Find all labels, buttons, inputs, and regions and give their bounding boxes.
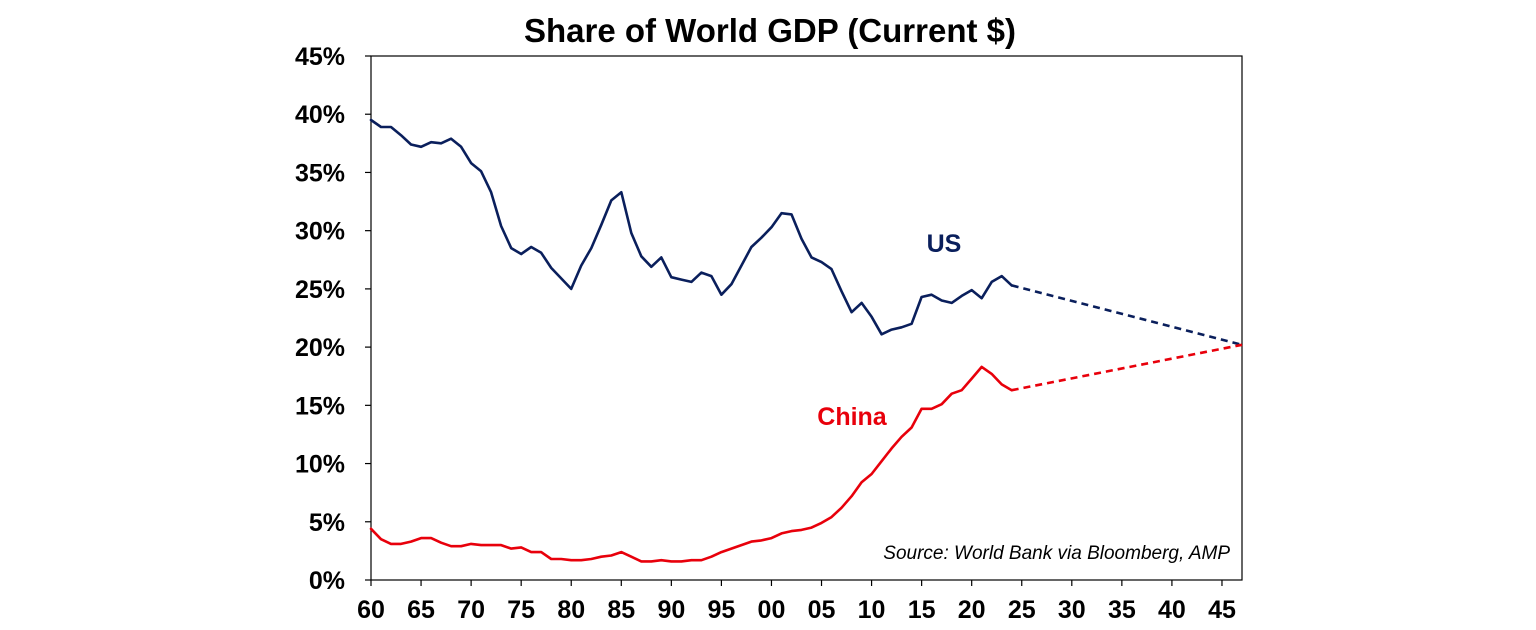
x-tick-label: 60	[357, 596, 385, 624]
y-tick-label: 25%	[295, 276, 345, 304]
x-tick-label: 85	[607, 596, 635, 624]
x-tick-label: 75	[507, 596, 535, 624]
series-label-us: US	[927, 230, 962, 258]
x-tick-label: 00	[758, 596, 786, 624]
series-line-us	[369, 118, 1014, 336]
x-tick-label: 35	[1108, 596, 1136, 624]
x-tick-label: 25	[1008, 596, 1036, 624]
x-tick-label: 90	[657, 596, 685, 624]
chart-title: Share of World GDP (Current $)	[524, 12, 1016, 49]
y-tick-label: 30%	[295, 218, 345, 246]
x-tick-label: 45	[1208, 596, 1236, 624]
x-tick-label: 10	[858, 596, 886, 624]
y-tick-label: 20%	[295, 334, 345, 362]
series-line-china	[369, 365, 1014, 563]
x-tick-label: 70	[457, 596, 485, 624]
series-label-china: China	[817, 403, 888, 431]
x-tick-label: 40	[1158, 596, 1186, 624]
x-tick-label: 20	[958, 596, 986, 624]
x-tick-label: 05	[808, 596, 836, 624]
x-tick-label: 30	[1058, 596, 1086, 624]
series-projection-china	[1011, 343, 1243, 392]
x-tick-label: 15	[908, 596, 936, 624]
series-projection-us	[1011, 284, 1243, 347]
plot-area-frame	[370, 55, 1243, 581]
source-note: Source: World Bank via Bloomberg, AMP	[883, 543, 1230, 564]
x-tick-label: 95	[707, 596, 735, 624]
series-layer	[369, 118, 1243, 563]
x-tick-label: 65	[407, 596, 435, 624]
y-tick-label: 15%	[295, 392, 345, 420]
y-tick-label: 40%	[295, 101, 345, 129]
x-tick-label: 80	[557, 596, 585, 624]
y-tick-label: 45%	[295, 43, 345, 71]
y-tick-label: 0%	[309, 567, 345, 595]
y-tick-label: 5%	[309, 509, 345, 537]
y-tick-label: 10%	[295, 451, 345, 479]
x-axis: 60 65 70 75 80 85 90 95 00 05 10 15 20 25 30 35 40 45	[357, 580, 1236, 624]
y-tick-label: 35%	[295, 159, 345, 187]
y-axis: 0% 5% 10% 15% 20% 25% 30% 35% 40% 45%	[295, 43, 371, 595]
